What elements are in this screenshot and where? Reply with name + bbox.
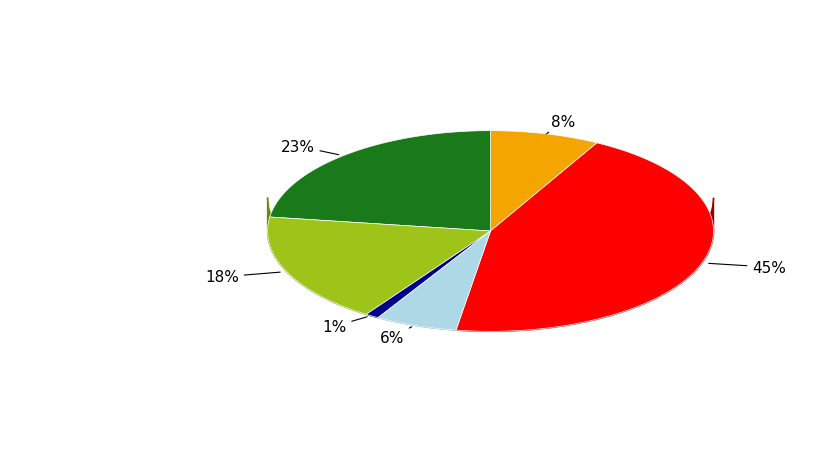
Text: 8%: 8%	[546, 115, 575, 134]
Polygon shape	[366, 198, 491, 315]
Polygon shape	[378, 285, 456, 331]
Polygon shape	[456, 144, 714, 332]
Text: 23%: 23%	[280, 139, 338, 156]
Text: 45%: 45%	[709, 260, 786, 275]
Polygon shape	[366, 281, 378, 318]
Polygon shape	[378, 198, 491, 318]
Polygon shape	[366, 198, 491, 315]
Polygon shape	[378, 198, 491, 318]
Polygon shape	[366, 232, 491, 318]
Text: 1%: 1%	[322, 317, 367, 334]
Polygon shape	[456, 198, 491, 331]
Polygon shape	[491, 131, 597, 232]
Polygon shape	[378, 232, 491, 331]
Text: 18%: 18%	[205, 270, 280, 285]
Polygon shape	[267, 198, 366, 315]
Polygon shape	[267, 218, 491, 315]
Text: 6%: 6%	[380, 327, 412, 345]
Polygon shape	[456, 198, 491, 331]
Polygon shape	[270, 131, 491, 232]
Polygon shape	[456, 199, 714, 332]
